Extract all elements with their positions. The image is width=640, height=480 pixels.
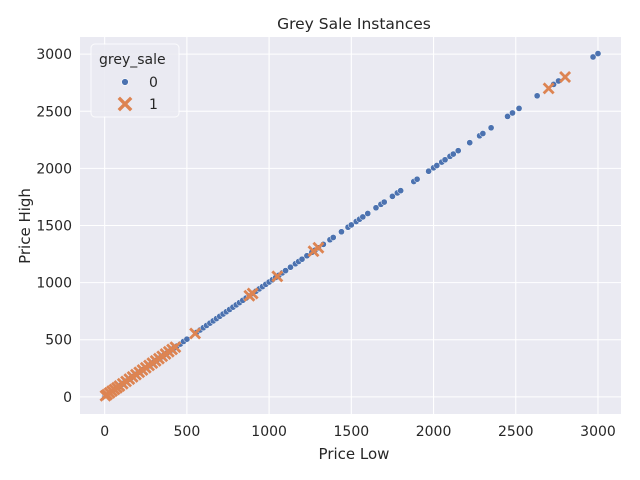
legend-title: grey_sale [99, 52, 166, 68]
data-point-series-0 [364, 210, 372, 217]
data-point-series-0 [504, 113, 511, 120]
data-point-series-0 [479, 130, 487, 137]
y-axis-label: Price High [16, 188, 34, 264]
data-point-series-0 [347, 221, 355, 229]
data-point-series-0 [589, 53, 597, 61]
legend-label-1: 1 [149, 97, 158, 113]
data-point-series-1 [559, 71, 572, 83]
legend-marker-x [117, 96, 133, 112]
data-point-series-0 [183, 335, 191, 343]
data-point-series-0 [329, 234, 337, 241]
x-tick-label: 2000 [416, 424, 452, 440]
data-points [99, 50, 602, 402]
data-point-series-0 [282, 267, 289, 274]
data-point-series-0 [594, 50, 602, 57]
x-tick-label: 3000 [580, 424, 616, 440]
chart-title: Grey Sale Instances [277, 15, 431, 33]
x-tick-label: 1500 [334, 424, 370, 440]
data-point-series-0 [515, 105, 523, 112]
legend-box [90, 43, 180, 118]
y-tick-label: 1000 [36, 276, 72, 292]
data-point-series-1 [271, 270, 284, 283]
y-tick-label: 2500 [36, 104, 72, 120]
x-tick-label: 1000 [251, 424, 287, 440]
data-point-series-0 [359, 213, 367, 221]
x-tick-label: 500 [174, 424, 201, 440]
data-point-series-0 [509, 109, 516, 117]
x-tick-label: 0 [100, 424, 109, 440]
data-point-series-0 [533, 92, 541, 100]
data-point-series-0 [466, 139, 474, 147]
data-point-series-1 [312, 241, 325, 254]
y-tick-label: 2000 [36, 161, 72, 177]
data-point-series-0 [397, 187, 405, 195]
data-point-series-0 [372, 204, 380, 212]
data-point-series-0 [441, 156, 449, 164]
tick-labels: 0 500 1000 1500 2000 2500 3000 0 500 1000 1500 2000… [36, 47, 615, 440]
y-tick-label: 500 [45, 333, 72, 349]
data-point-series-0 [389, 193, 396, 200]
x-axis-label: Price Low [319, 445, 390, 463]
data-point-series-1 [189, 327, 202, 340]
data-point-series-0 [380, 198, 388, 206]
data-point-series-1 [169, 341, 182, 354]
data-point-series-0 [433, 162, 441, 169]
y-tick-label: 3000 [36, 47, 72, 63]
data-point-series-0 [449, 150, 457, 158]
data-point-series-0 [338, 228, 345, 236]
data-point-series-0 [425, 167, 432, 175]
data-point-series-0 [298, 255, 306, 263]
data-point-series-1 [246, 287, 259, 300]
data-point-series-0 [287, 263, 294, 271]
x-tick-label: 2500 [498, 424, 534, 440]
legend-label-0: 0 [149, 75, 158, 91]
data-point-series-0 [413, 175, 421, 183]
data-point-series-0 [487, 124, 495, 132]
y-tick-label: 0 [63, 390, 72, 406]
data-point-series-0 [454, 147, 462, 155]
legend-marker-circle [121, 78, 129, 86]
legend: grey_sale 0 1 [90, 43, 180, 118]
data-point-series-1 [542, 82, 555, 95]
y-tick-label: 1500 [36, 219, 72, 235]
